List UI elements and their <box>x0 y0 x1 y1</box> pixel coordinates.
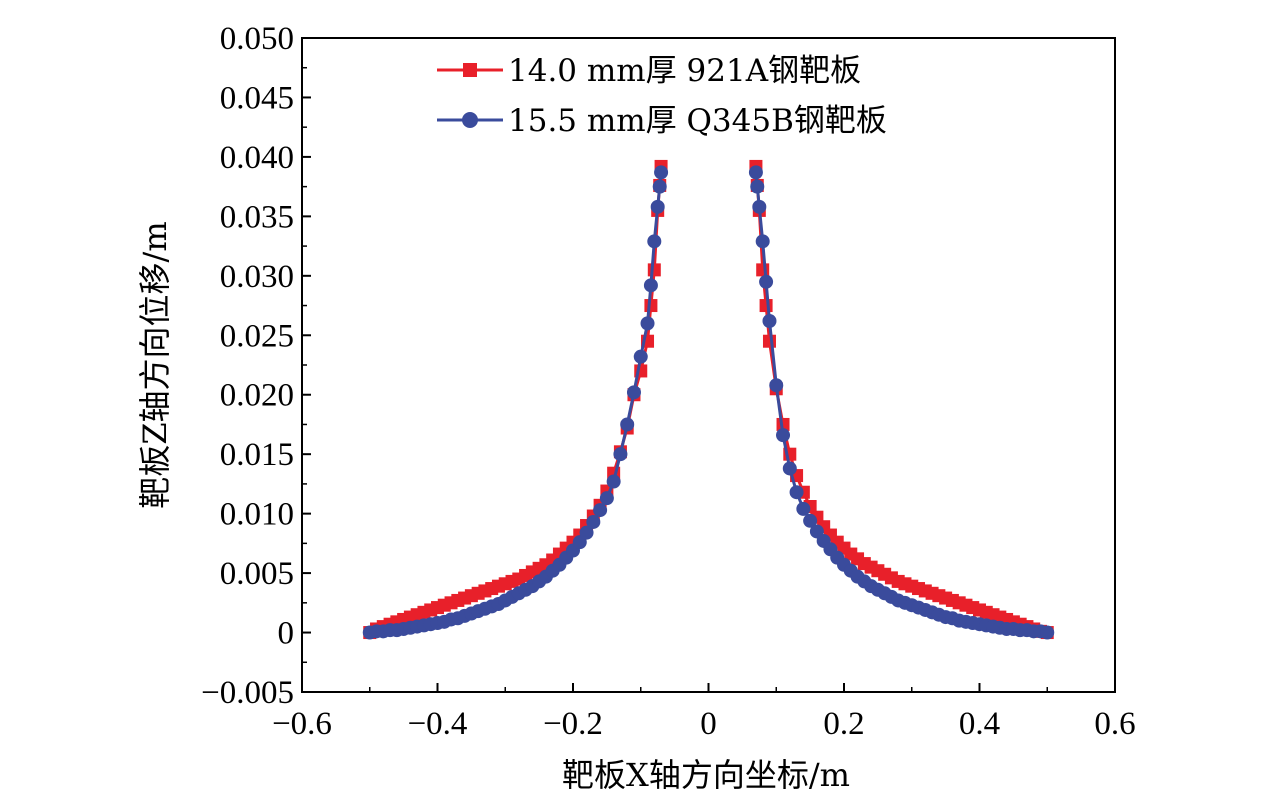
data-point <box>650 199 665 214</box>
y-tick-label: 0.045 <box>220 80 294 116</box>
data-point <box>647 263 661 277</box>
x-axis-title: 靶板X轴方向坐标/m <box>562 756 850 794</box>
y-tick-label: 0.025 <box>220 318 294 354</box>
y-tick-label: 0.010 <box>220 497 294 533</box>
data-point <box>643 278 658 293</box>
data-point <box>752 199 767 214</box>
plot-series <box>362 159 1055 640</box>
data-point <box>756 263 770 277</box>
x-tick-label: −0.6 <box>272 706 332 742</box>
data-point <box>626 385 641 400</box>
data-point <box>620 417 635 432</box>
series-1 <box>363 159 1054 640</box>
data-point <box>762 334 776 348</box>
legend-label: 15.5 mm厚 Q345B钢靶板 <box>508 103 887 139</box>
legend-marker <box>462 112 478 128</box>
x-tick-label: 0 <box>700 706 717 742</box>
data-point <box>789 485 804 500</box>
y-tick-label: 0 <box>278 616 295 652</box>
data-point <box>782 461 797 476</box>
data-point <box>652 179 667 194</box>
y-axis: −0.005 0 0.005 0.010 0.015 0.020 0.025 0.030 0.0… <box>201 21 311 711</box>
data-point <box>593 503 608 518</box>
data-point <box>759 274 774 289</box>
series-line-left <box>369 172 663 634</box>
data-point <box>579 525 594 540</box>
data-point <box>776 428 791 443</box>
y-tick-label: 0.040 <box>220 140 294 176</box>
data-point <box>750 179 765 194</box>
data-point <box>748 165 763 180</box>
y-tick-label: 0.050 <box>220 21 294 57</box>
legend-marker <box>463 63 477 77</box>
y-tick-label: 0.030 <box>220 259 294 295</box>
x-tick-label: 0.6 <box>1094 706 1135 742</box>
series-2 <box>362 165 1055 640</box>
series-line-left <box>369 166 663 634</box>
x-tick-label: −0.2 <box>543 706 603 742</box>
y-tick-label: 0.015 <box>220 437 294 473</box>
legend-item: 15.5 mm厚 Q345B钢靶板 <box>437 103 887 139</box>
legend: 14.0 mm厚 921A钢靶板 15.5 mm厚 Q345B钢靶板 <box>437 53 887 139</box>
data-point <box>599 491 614 506</box>
data-point <box>755 234 770 249</box>
data-point <box>606 474 621 489</box>
data-point <box>633 349 648 364</box>
data-point <box>654 165 669 180</box>
series-line-right <box>754 172 1048 634</box>
data-point <box>796 501 811 516</box>
data-point <box>759 299 773 313</box>
data-point <box>762 314 777 329</box>
data-point <box>769 378 784 393</box>
data-point <box>640 316 655 331</box>
y-tick-label: 0.005 <box>220 556 294 592</box>
data-point <box>613 447 628 462</box>
legend-item: 14.0 mm厚 921A钢靶板 <box>437 53 861 89</box>
data-point <box>1040 625 1055 640</box>
data-point <box>803 513 818 528</box>
series-line-right <box>754 166 1048 634</box>
x-tick-label: 0.2 <box>823 706 864 742</box>
x-axis: −0.6 −0.4 −0.2 0 0.2 0.4 0.6 <box>272 683 1136 742</box>
x-tick-label: 0.4 <box>959 706 1000 742</box>
data-point <box>586 514 601 529</box>
y-tick-label: 0.020 <box>220 378 294 414</box>
y-axis-title: 靶板Z轴方向位移/m <box>136 221 174 508</box>
y-tick-label: −0.005 <box>201 675 294 711</box>
legend-label: 14.0 mm厚 921A钢靶板 <box>508 53 861 89</box>
y-tick-label: 0.035 <box>220 199 294 235</box>
data-point <box>647 234 662 249</box>
x-tick-label: −0.4 <box>408 706 468 742</box>
